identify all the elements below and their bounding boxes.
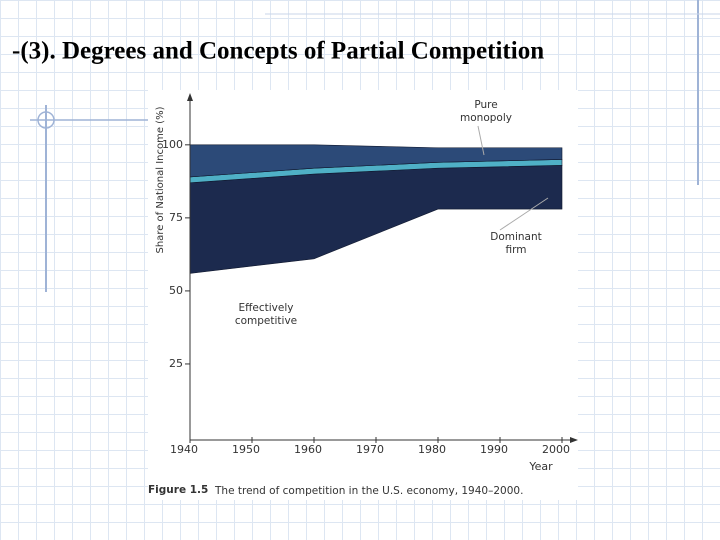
x-axis-label: Year (528, 460, 553, 473)
annotation-pointer (499, 197, 549, 231)
annotation: Effectively (239, 302, 294, 314)
slide-title: -(3). Degrees and Concepts of Partial Co… (12, 38, 544, 65)
annotation: competitive (235, 315, 297, 327)
caption-text: The trend of competition in the U.S. eco… (214, 485, 523, 497)
annotation: Pure (474, 99, 497, 111)
axis-arrow (187, 93, 193, 101)
x-tick-label: 1970 (356, 443, 384, 456)
area-band (189, 144, 563, 178)
caption-figure: Figure 1.5 (148, 484, 208, 496)
annotation: Dominant (490, 231, 542, 243)
y-tick-label: 75 (169, 211, 183, 224)
area-band (190, 209, 562, 437)
x-tick-label: 1940 (170, 443, 198, 456)
y-tick-label: 25 (169, 357, 183, 370)
x-tick-label: 1980 (418, 443, 446, 456)
x-tick-label: 2000 (542, 443, 570, 456)
x-tick-label: 1960 (294, 443, 322, 456)
y-tick-label: 100 (162, 138, 183, 151)
annotation-pointer (477, 125, 485, 156)
annotation: monopoly (460, 112, 512, 124)
x-tick-label: 1950 (232, 443, 260, 456)
annotation: firm (506, 244, 527, 256)
y-axis-label: Share of National Income (%) (155, 106, 166, 253)
y-tick-label: 50 (169, 284, 183, 297)
x-tick-label: 1990 (480, 443, 508, 456)
axis-arrow (570, 437, 578, 443)
